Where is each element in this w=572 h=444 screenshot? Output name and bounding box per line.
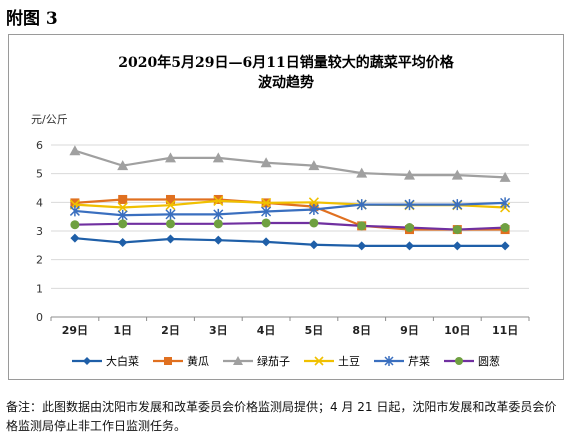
series-line-5 [74,201,506,217]
data-point-series-2 [213,194,223,204]
legend-label: 黄瓜 [187,355,209,368]
figure-label: 附图 3 [6,9,58,29]
chart-title-line-2: 波动趋势 [258,75,314,91]
y-tick-label: 3 [36,225,43,238]
x-tick-label: 1日 [113,324,132,337]
data-point-series-4 [165,200,176,211]
x-tick-label: 8日 [352,324,371,337]
legend-label: 绿茄子 [257,355,290,368]
data-point-series-6 [118,219,128,229]
data-point-series-6 [500,223,510,233]
series-line-6 [74,221,506,231]
data-point-series-6 [405,223,414,233]
data-point-series-1 [500,241,510,251]
legend-label: 土豆 [338,355,360,368]
data-point-series-5 [308,204,319,215]
data-point-series-5 [356,199,367,211]
data-point-series-2 [118,194,128,204]
data-point-series-5 [213,208,224,220]
data-point-series-6 [213,219,223,229]
data-point-series-4 [213,195,224,206]
data-point-series-3 [69,145,81,156]
data-point-series-1 [357,241,367,251]
data-point-series-3 [212,152,224,163]
data-point-series-5 [117,209,128,221]
legend-swatch [153,357,183,365]
data-point-series-6 [261,218,271,228]
legend-swatch [374,356,404,366]
data-point-series-3 [260,157,272,168]
y-axis-unit-label: 元/公斤 [31,113,68,126]
chart-title-line-1: 2020年5月29日—6月11日销量较大的蔬菜平均价格 [118,55,454,71]
chart-title: 2020年5月29日—6月11日销量较大的蔬菜平均价格 波动趋势 [9,53,563,93]
data-point-series-5 [69,205,80,217]
data-point-series-3 [499,171,511,182]
data-point-series-3 [308,160,320,171]
chart-container: 2020年5月29日—6月11日销量较大的蔬菜平均价格 波动趋势 元/公斤 0 1… [8,34,564,380]
data-point-series-1 [118,237,128,247]
line-chart-plot: 0 1 2 3 4 5 6 29日 1日 2日 3日 4日 5日 8日 9日 10日 11日 [36,139,530,337]
data-point-series-6 [452,225,462,235]
data-point-series-5 [261,206,272,218]
chart-legend: 大白菜 黄瓜 绿茄子 土豆 芹菜 圆葱 [9,353,563,369]
data-point-series-5 [500,197,511,209]
data-point-series-1 [405,241,414,251]
data-point-series-6 [166,219,175,229]
x-tick-label: 9日 [400,324,419,337]
data-point-series-2 [166,194,175,204]
legend-label: 大白菜 [106,355,139,368]
x-tick-label: 5日 [305,324,324,337]
data-point-series-2 [70,198,80,208]
x-tick-label: 4日 [257,324,276,337]
y-tick-label: 2 [36,254,43,267]
data-point-series-1 [166,234,175,244]
legend-swatch [72,357,102,365]
series-line-3 [74,149,506,179]
data-point-series-1 [70,233,80,243]
data-point-series-5 [452,199,463,211]
data-point-series-5 [404,199,415,211]
legend-item: 绿茄子 [223,353,290,369]
legend-label: 芹菜 [408,355,430,368]
series-line-1 [74,237,506,248]
data-point-series-6 [357,221,367,231]
y-tick-label: 6 [36,139,43,152]
legend-label: 圆葱 [478,355,500,368]
data-point-series-3 [404,169,415,180]
legend-swatch [304,356,334,366]
legend-item: 大白菜 [72,353,139,369]
footnote: 备注：此图数据由沈阳市发展和改革委员会价格监测局提供；4 月 21 日起，沈阳市… [6,400,557,433]
y-tick-label: 0 [36,311,43,324]
x-tick-label: 3日 [209,324,228,337]
data-point-series-1 [213,235,223,245]
data-point-series-5 [165,208,176,220]
y-tick-label: 4 [36,196,43,209]
legend-item: 土豆 [304,353,360,369]
data-point-series-3 [356,167,368,178]
legend-item: 圆葱 [444,353,500,369]
data-point-series-6 [309,218,319,228]
x-tick-label: 10日 [444,324,470,337]
data-point-series-1 [261,237,271,247]
data-point-series-6 [70,220,80,230]
x-tick-label: 2日 [161,324,180,337]
y-tick-label: 1 [36,282,43,295]
x-tick-label: 29日 [62,324,88,337]
data-point-series-3 [165,152,176,163]
data-point-series-1 [452,241,462,251]
data-point-series-3 [117,160,129,171]
data-point-series-4 [117,202,128,213]
legend-swatch [444,357,474,365]
legend-item: 黄瓜 [153,353,209,369]
data-point-series-4 [261,197,272,208]
x-tick-label: 11日 [492,324,518,337]
data-point-series-3 [451,169,463,180]
y-tick-label: 5 [36,168,43,181]
legend-swatch [223,356,253,365]
data-point-series-1 [309,240,319,250]
legend-item: 芹菜 [374,353,430,369]
data-point-series-4 [308,197,319,208]
